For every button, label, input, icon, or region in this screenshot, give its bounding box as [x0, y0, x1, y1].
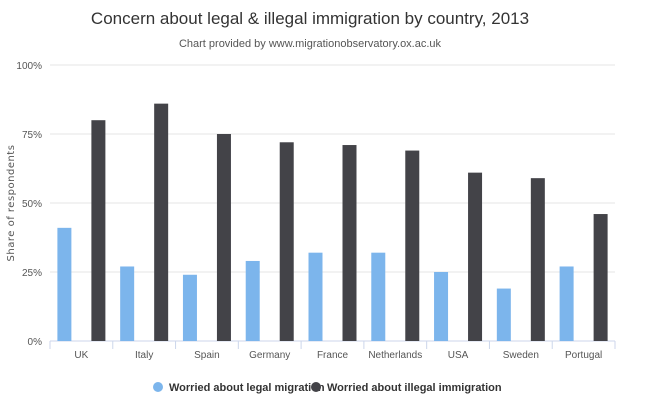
bar-legal-migration [57, 227, 72, 341]
bar-illegal-immigration [91, 120, 106, 341]
x-tick-label: USA [448, 350, 469, 361]
bar-illegal-immigration [154, 103, 169, 341]
bar-illegal-immigration [342, 145, 357, 341]
x-tick-label: UK [74, 350, 88, 361]
bar-legal-migration [182, 274, 197, 341]
bar-illegal-immigration [279, 142, 294, 341]
bar-legal-migration [559, 266, 574, 341]
bar-illegal-immigration [593, 214, 608, 341]
chart-subtitle: Chart provided by www.migrationobservato… [179, 38, 442, 50]
bar-legal-migration [434, 272, 449, 341]
legend-label: Worried about legal migration [169, 382, 325, 394]
bar-legal-migration [120, 266, 135, 341]
x-tick-label: Netherlands [368, 350, 422, 361]
bar-legal-migration [245, 260, 260, 341]
x-tick-label: France [317, 350, 349, 361]
bar-illegal-immigration [468, 172, 483, 341]
y-axis-label: Share of respondents [6, 145, 17, 262]
bar-legal-migration [371, 252, 386, 341]
x-tick-label: Germany [249, 350, 290, 361]
y-axis-ticks: 0% 25% 50% 75% 100% [16, 61, 42, 348]
y-tick-label: 0% [28, 337, 43, 348]
x-tick-label: Spain [194, 350, 220, 361]
y-tick-label: 75% [22, 130, 42, 141]
x-tick-label: Sweden [503, 350, 539, 361]
bar-legal-migration [308, 252, 323, 341]
legend-label: Worried about illegal immigration [327, 382, 502, 394]
x-axis-ticks: UK Italy Spain Germany France Netherlands USA S… [49, 341, 616, 361]
chart-title: Concern about legal & illegal immigratio… [91, 9, 529, 28]
bar-legal-migration [496, 288, 511, 341]
legend-marker [153, 382, 163, 392]
bar-illegal-immigration [530, 178, 545, 341]
legend: Worried about legal migration Worried abo… [153, 382, 502, 394]
legend-marker [311, 382, 321, 392]
bar-illegal-immigration [216, 134, 231, 341]
y-tick-label: 100% [16, 61, 42, 72]
y-tick-label: 25% [22, 268, 42, 279]
x-tick-label: Italy [135, 350, 153, 361]
x-tick-label: Portugal [565, 350, 602, 361]
bar-illegal-immigration [405, 150, 420, 341]
y-tick-label: 50% [22, 199, 42, 210]
bars [57, 103, 608, 341]
gridlines [50, 64, 615, 342]
